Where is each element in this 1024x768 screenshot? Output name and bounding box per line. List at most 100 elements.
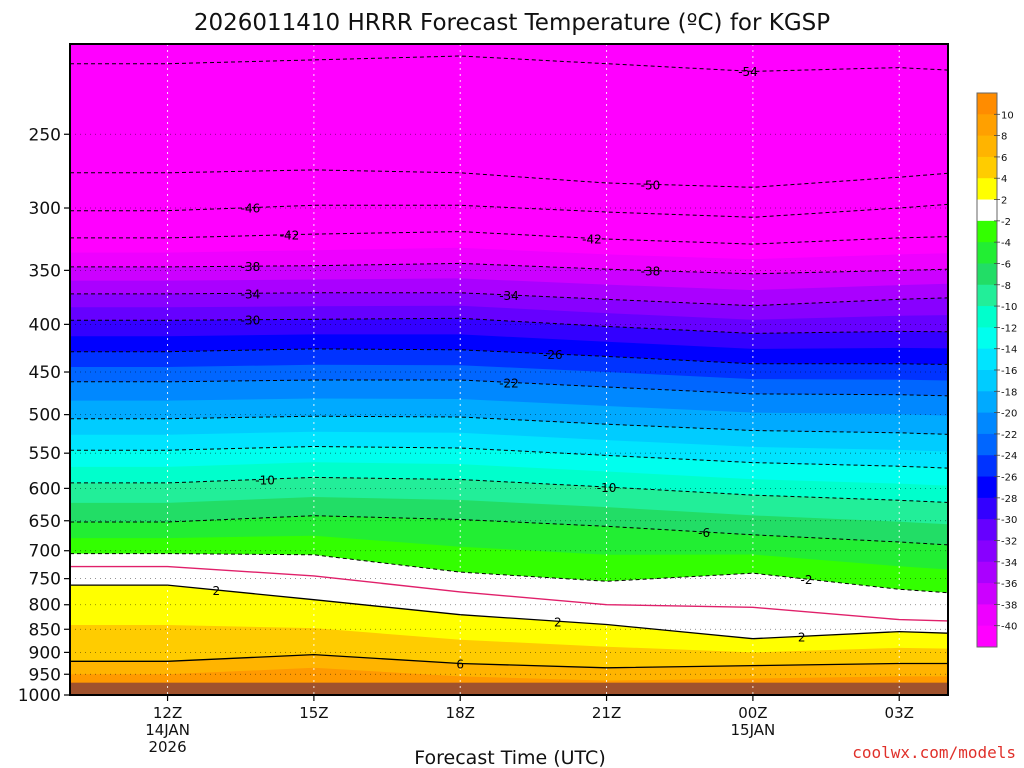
y-tick-label: 500 <box>29 406 61 426</box>
x-tick-label: 15Z <box>299 704 328 722</box>
y-tick-label: 250 <box>29 125 61 145</box>
y-tick-label: 900 <box>29 643 61 663</box>
y-tick-label: 600 <box>29 479 61 499</box>
colorbar-tick-label: 4 <box>1001 174 1007 185</box>
colorbar-tick-label: -4 <box>1001 238 1011 249</box>
y-tick-label: 750 <box>29 570 61 590</box>
colorbar-swatch <box>977 93 997 115</box>
colorbar-swatch <box>977 476 997 499</box>
isotherm-label: -2 <box>801 573 813 587</box>
colorbar-swatch <box>977 135 997 158</box>
colorbar-swatch <box>977 284 997 307</box>
colorbar-swatch <box>977 583 997 605</box>
colorbar-tick-label: 10 <box>1001 110 1014 121</box>
colorbar-tick-label: -28 <box>1001 494 1017 505</box>
colorbar-tick-label: -36 <box>1001 579 1017 590</box>
isotherm-label: -10 <box>255 473 275 487</box>
x-tick-label: 12Z <box>153 704 182 722</box>
colorbar-swatch <box>977 242 997 264</box>
colorbar-tick-label: -26 <box>1001 473 1017 484</box>
colorbar-tick-label: -14 <box>1001 345 1017 356</box>
colorbar-tick-label: -30 <box>1001 515 1017 526</box>
y-axis: 250 300 350 400 450 500 550 600 650 700 750 800 850 9… <box>18 125 70 706</box>
y-tick-label: 350 <box>29 261 61 281</box>
isotherm-label: 2 <box>554 615 562 629</box>
colorbar-tick-label: 6 <box>1001 153 1007 164</box>
x-tick-label: 00Z <box>738 704 767 722</box>
colorbar-tick-label: -22 <box>1001 430 1017 441</box>
isotherm-label: -34 <box>241 287 261 301</box>
colorbar-tick-label: 8 <box>1001 132 1007 143</box>
y-tick-label: 700 <box>29 542 61 562</box>
plot-frame <box>69 43 949 696</box>
x-tick-label: 18Z <box>446 704 475 722</box>
isotherm-label: -46 <box>241 202 261 216</box>
colorbar-tick-label: -34 <box>1001 558 1017 569</box>
colorbar-swatch <box>977 561 997 584</box>
colorbar: 10 8 6 4 2 -2 -4 -6 -8 -10 -12 -14 -16 -18 -20 -22 -24 -2… <box>976 92 1017 648</box>
colorbar-tick-label: 2 <box>1001 196 1007 207</box>
colorbar-tick-label: -12 <box>1001 323 1017 334</box>
isotherm-label: -26 <box>543 348 563 362</box>
y-tick-label: 1000 <box>18 686 61 706</box>
isotherm-labels: -54-50-46-42 -42-38 -38-34 -34-30-26-22-10-… <box>213 65 813 671</box>
colorbar-swatch <box>977 604 997 627</box>
colorbar-swatch <box>977 433 997 456</box>
colorbar-swatch <box>977 156 997 179</box>
isotherm-label: -38 <box>641 265 661 279</box>
colorbar-swatch <box>977 327 997 350</box>
isotherm-lines <box>70 55 948 673</box>
grid-lines <box>70 44 948 695</box>
isotherm-label: -10 <box>597 481 617 495</box>
colorbar-tick-label: -32 <box>1001 536 1017 547</box>
isotherm-label: -30 <box>241 314 261 328</box>
isotherm-label: -54 <box>738 65 758 79</box>
isotherm-label: 2 <box>798 630 806 644</box>
credit-text: coolwx.com/models <box>852 743 1016 762</box>
isotherm-label: -34 <box>499 289 519 303</box>
isotherm-line <box>70 653 948 673</box>
colorbar-swatch <box>977 114 997 137</box>
colorbar-swatch <box>977 178 997 201</box>
isotherm-label: -22 <box>499 376 519 390</box>
colorbar-tick-label: -10 <box>1001 302 1017 313</box>
colorbar-tick-label: -40 <box>1001 622 1017 633</box>
colorbar-tick-label: -8 <box>1001 281 1011 292</box>
colorbar-swatch <box>977 220 997 243</box>
colorbar-tick-label: -20 <box>1001 409 1017 420</box>
colorbar-tick-label: -38 <box>1001 600 1017 611</box>
ground-fill <box>70 682 948 695</box>
colorbar-swatch <box>977 348 997 371</box>
colorbar-swatch <box>977 306 997 328</box>
x-tick-label: 21Z <box>592 704 621 722</box>
y-tick-label: 400 <box>29 315 61 335</box>
y-tick-label: 450 <box>29 363 61 383</box>
colorbar-swatch <box>977 497 997 520</box>
colorbar-swatch <box>977 519 997 541</box>
x-tick-label: 14JAN <box>145 721 190 739</box>
x-tick-label: 2026 <box>148 738 186 756</box>
chart-title: 2026011410 HRRR Forecast Temperature (ºC… <box>194 10 830 36</box>
isotherm-label: -50 <box>641 178 661 192</box>
isotherm-label: -38 <box>241 260 261 274</box>
freezing-line <box>70 565 948 633</box>
y-tick-label: 800 <box>29 596 61 616</box>
colorbar-swatch <box>977 625 997 648</box>
isotherm-label: -6 <box>698 526 710 540</box>
isotherm-label: 2 <box>213 584 221 598</box>
y-tick-label: 650 <box>29 512 61 532</box>
colorbar-tick-label: -2 <box>1001 217 1011 228</box>
colorbar-swatch <box>977 391 997 414</box>
isotherm-line <box>70 584 948 644</box>
colorbar-swatch <box>977 370 997 392</box>
colorbar-tick-label: -18 <box>1001 387 1017 398</box>
y-tick-label: 550 <box>29 444 61 464</box>
colorbar-tick-label: -6 <box>1001 259 1011 270</box>
x-tick-label: 03Z <box>885 704 914 722</box>
colorbar-swatch <box>977 199 997 222</box>
colorbar-swatch <box>977 263 997 286</box>
colorbar-tick-label: -16 <box>1001 366 1017 377</box>
isotherm-label: -42 <box>582 232 602 246</box>
plot-area: -54-50-46-42 -42-38 -38-34 -34-30-26-22-10-… <box>70 44 948 695</box>
